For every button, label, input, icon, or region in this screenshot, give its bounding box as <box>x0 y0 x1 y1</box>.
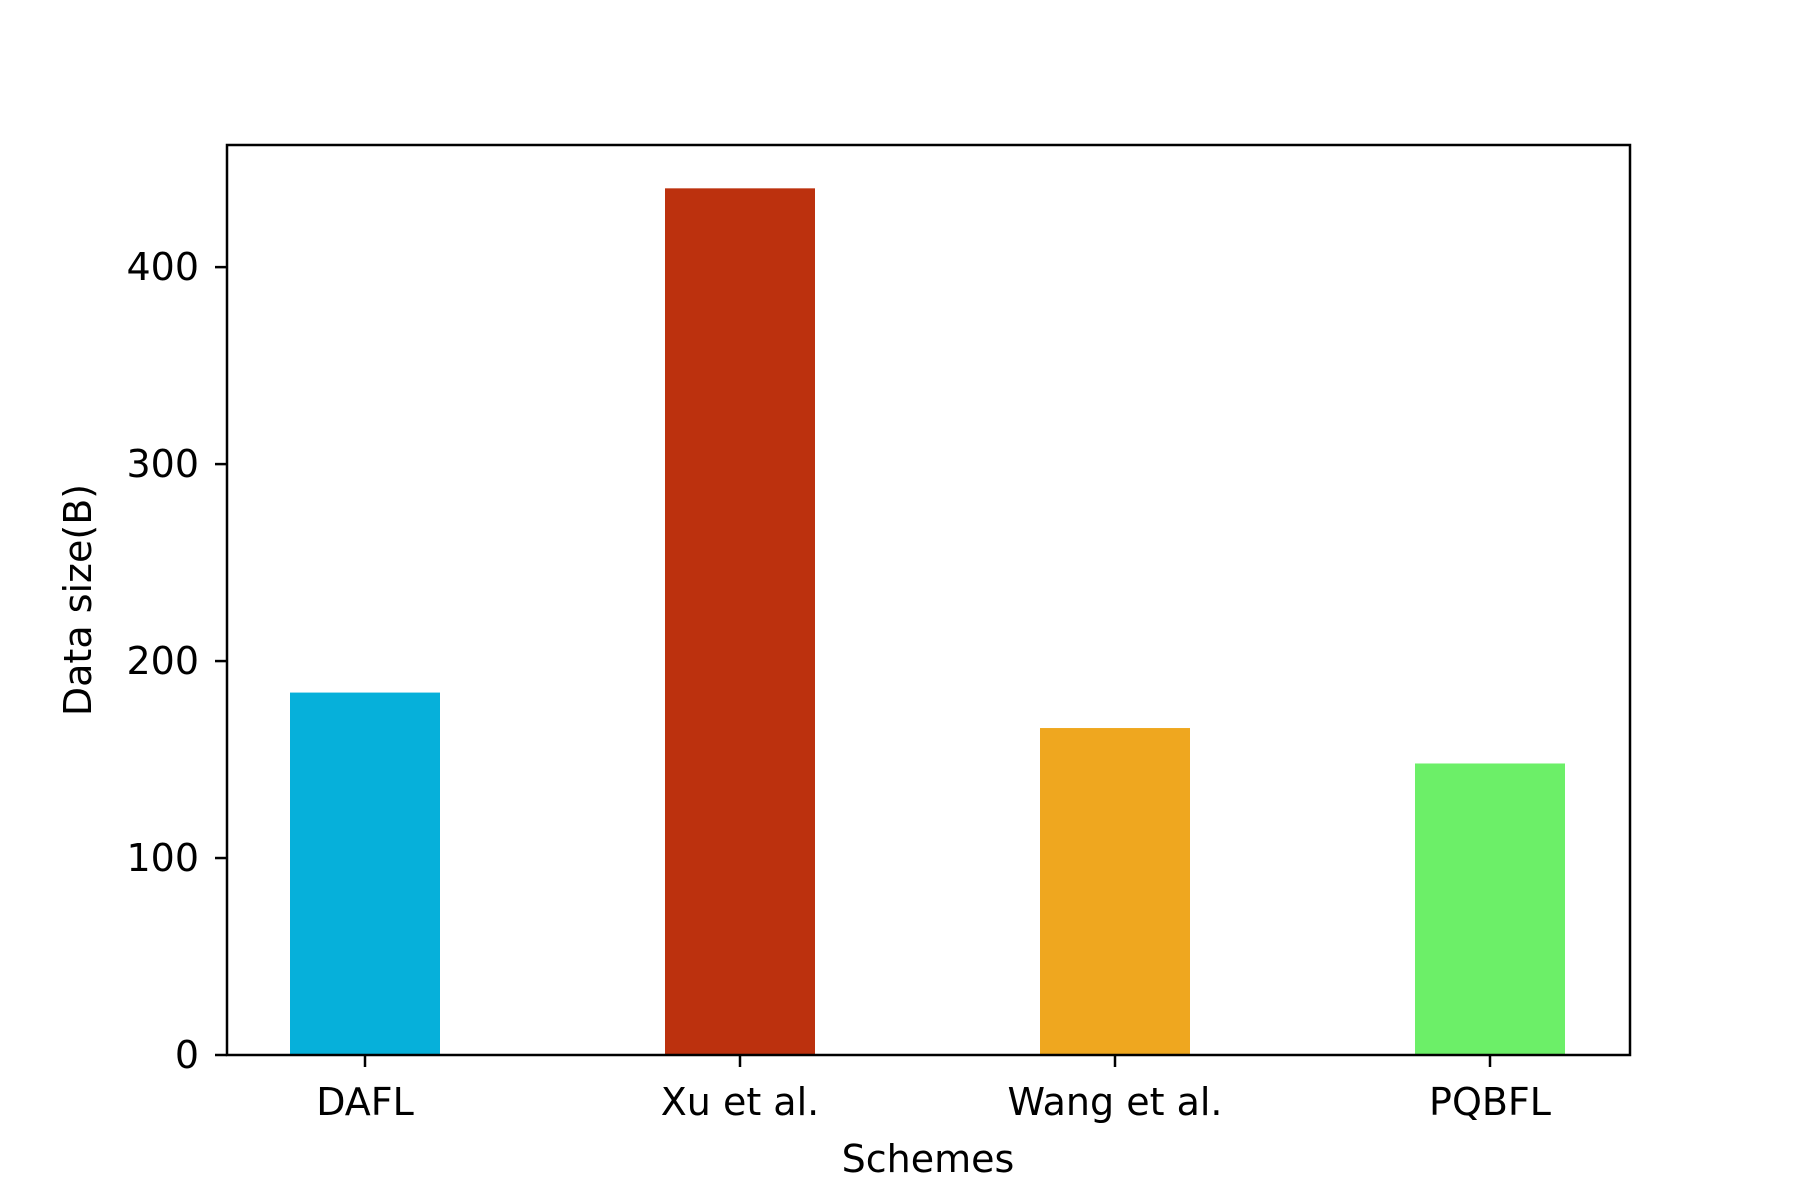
x-ticks-group: DAFL Xu et al. Wang et al. PQBFL <box>316 1055 1551 1124</box>
y-tick-label: 100 <box>126 836 199 880</box>
plot-frame <box>225 143 1632 1057</box>
bars-group <box>290 188 1565 1056</box>
bar-dafl <box>290 692 440 1055</box>
x-tick-label: Wang et al. <box>1008 1080 1223 1124</box>
x-axis-label: Schemes <box>842 1137 1015 1181</box>
x-tick-label: DAFL <box>316 1080 414 1124</box>
bar-xu-et-al <box>665 188 815 1056</box>
y-tick-label: 0 <box>175 1033 199 1077</box>
x-tick-label: PQBFL <box>1429 1080 1551 1124</box>
x-tick-label: Xu et al. <box>661 1080 819 1124</box>
y-axis-label: Data size(B) <box>56 484 100 716</box>
y-ticks-group: 0 100 200 300 400 <box>126 245 227 1077</box>
y-tick-label: 300 <box>126 442 199 486</box>
y-tick-label: 200 <box>126 639 199 683</box>
bar-wang-et-al <box>1040 728 1190 1055</box>
y-tick-label: 400 <box>126 245 199 289</box>
bar-pqbfl <box>1415 763 1565 1055</box>
